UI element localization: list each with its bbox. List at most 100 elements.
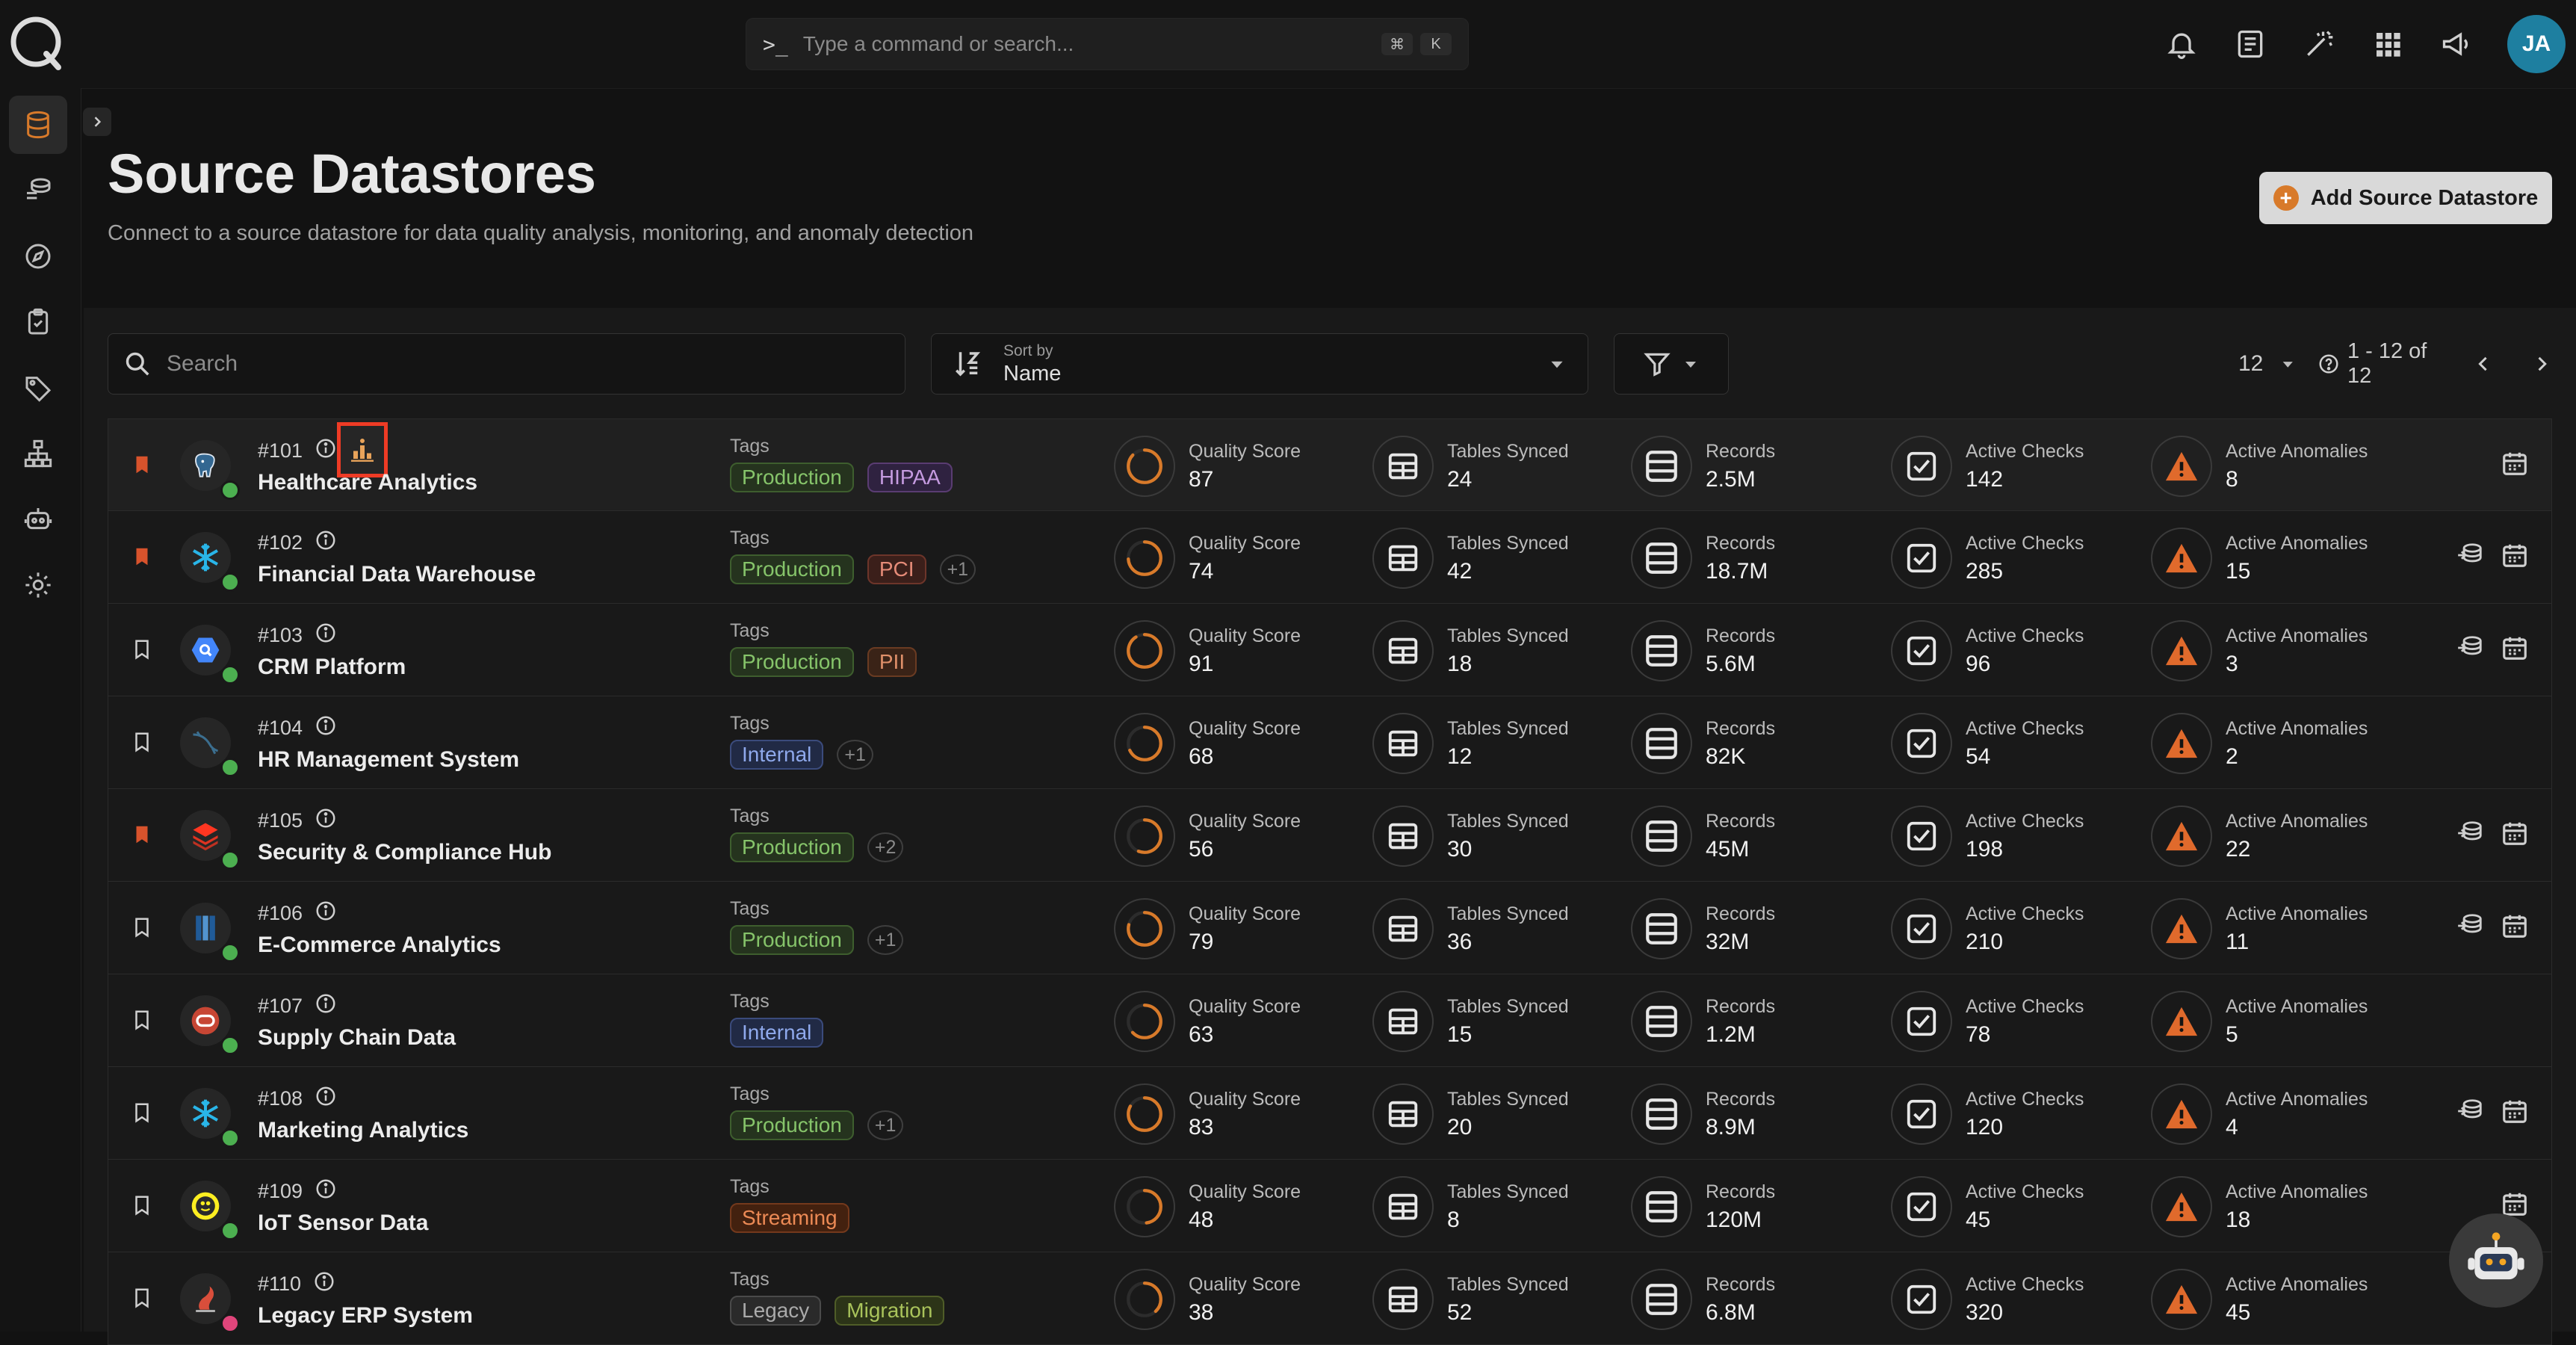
datastore-name[interactable]: Legacy ERP System	[258, 1303, 473, 1328]
schedule-calendar-icon[interactable]	[2501, 912, 2529, 944]
tag-badge[interactable]: +1	[867, 925, 904, 955]
info-icon[interactable]	[315, 1085, 337, 1113]
previous-page-icon[interactable]	[2473, 353, 2494, 375]
sidebar-item-explore[interactable]	[9, 227, 67, 285]
tag-badge[interactable]: Production	[730, 1110, 854, 1140]
datastore-name[interactable]: Healthcare Analytics	[258, 470, 478, 495]
info-icon[interactable]	[315, 1178, 337, 1205]
sidebar-item-agents[interactable]	[9, 490, 67, 548]
datastore-row[interactable]: #107 Supply Chain Data Tags Internal Quality…	[108, 974, 2552, 1067]
next-page-icon[interactable]	[2531, 353, 2552, 375]
datastore-name[interactable]: IoT Sensor Data	[258, 1210, 429, 1235]
schedule-calendar-icon[interactable]	[2501, 541, 2529, 573]
apps-grid-icon[interactable]	[2353, 10, 2422, 78]
tag-badge[interactable]: Production	[730, 647, 854, 677]
filter-button[interactable]	[1614, 333, 1729, 395]
documentation-icon[interactable]	[2216, 10, 2285, 78]
sidebar-item-checks[interactable]	[9, 293, 67, 351]
status-dot	[220, 758, 240, 777]
sidebar-item-flows[interactable]	[9, 424, 67, 483]
datastore-row[interactable]: #103 CRM Platform Tags Production PII Quality…	[108, 604, 2552, 696]
insights-chart-icon[interactable]	[337, 422, 388, 477]
tag-badge[interactable]: Production	[730, 832, 854, 862]
page-size-value[interactable]: 12	[2238, 351, 2264, 376]
search-input[interactable]	[165, 350, 890, 377]
bookmark-icon[interactable]	[131, 1285, 153, 1314]
datastore-row[interactable]: #102 Financial Data Warehouse Tags Producti…	[108, 511, 2552, 604]
info-icon[interactable]	[315, 992, 337, 1020]
datastore-name[interactable]: Supply Chain Data	[258, 1025, 456, 1050]
command-bar[interactable]: >_ Type a command or search... ⌘ K	[746, 18, 1469, 70]
tag-badge[interactable]: Legacy	[730, 1296, 822, 1326]
bookmark-icon[interactable]	[131, 1193, 153, 1222]
tag-badge[interactable]: PCI	[867, 554, 926, 584]
user-avatar[interactable]: JA	[2507, 15, 2566, 73]
sidebar-item-enrichment[interactable]	[9, 161, 67, 220]
datastore-row[interactable]: #110 Legacy ERP System Tags Legacy Migration…	[108, 1252, 2552, 1345]
records-metric: Records 45M	[1631, 806, 1775, 867]
announcements-megaphone-icon[interactable]	[2422, 10, 2491, 78]
datastore-row[interactable]: #109 IoT Sensor Data Tags Streaming Quality …	[108, 1160, 2552, 1252]
tag-badge[interactable]: +1	[939, 554, 976, 584]
bookmark-icon[interactable]	[131, 544, 153, 573]
info-icon[interactable]	[315, 714, 337, 742]
tag-badge[interactable]: Internal	[730, 740, 824, 770]
datastore-row[interactable]: #105 Security & Compliance Hub Tags Product…	[108, 789, 2552, 882]
info-icon[interactable]	[315, 622, 337, 649]
bookmark-icon[interactable]	[131, 915, 153, 944]
bookmark-icon[interactable]	[131, 452, 153, 481]
datastore-name[interactable]: HR Management System	[258, 747, 520, 772]
tag-badge[interactable]: +1	[837, 740, 873, 770]
tag-badge[interactable]: HIPAA	[867, 463, 953, 492]
assistant-robot-icon[interactable]	[2449, 1213, 2543, 1308]
info-icon[interactable]	[315, 437, 337, 465]
tag-badge[interactable]: +2	[867, 832, 904, 862]
bookmark-icon[interactable]	[131, 729, 153, 758]
schedule-calendar-icon[interactable]	[2501, 1190, 2529, 1222]
sync-datastore-icon[interactable]	[2456, 912, 2484, 944]
datastore-row[interactable]: #104 HR Management System Tags Internal +1 Qu…	[108, 696, 2552, 789]
tag-badge[interactable]: PII	[867, 647, 917, 677]
tag-badge[interactable]: Migration	[835, 1296, 945, 1326]
info-icon[interactable]	[315, 807, 337, 835]
magic-wand-icon[interactable]	[2285, 10, 2353, 78]
datastore-name[interactable]: CRM Platform	[258, 655, 406, 679]
bookmark-icon[interactable]	[131, 1007, 153, 1036]
sync-datastore-icon[interactable]	[2456, 541, 2484, 573]
bookmark-icon[interactable]	[131, 1100, 153, 1129]
datastore-name[interactable]: Security & Compliance Hub	[258, 840, 552, 865]
notifications-bell-icon[interactable]	[2147, 10, 2216, 78]
datastore-name[interactable]: Financial Data Warehouse	[258, 562, 536, 587]
datastore-name[interactable]: Marketing Analytics	[258, 1118, 469, 1143]
bookmark-icon[interactable]	[131, 637, 153, 666]
expand-sidebar-button[interactable]	[83, 108, 111, 136]
schedule-calendar-icon[interactable]	[2501, 634, 2529, 666]
page-size-caret-icon[interactable]	[2279, 355, 2297, 373]
schedule-calendar-icon[interactable]	[2501, 449, 2529, 481]
tag-badge[interactable]: Streaming	[730, 1203, 849, 1233]
sync-datastore-icon[interactable]	[2456, 1097, 2484, 1129]
datastore-row[interactable]: #101 Healthcare Analytics Tags Production HI…	[108, 418, 2552, 511]
add-source-datastore-button[interactable]: + Add Source Datastore	[2259, 172, 2552, 224]
sync-datastore-icon[interactable]	[2456, 634, 2484, 666]
sidebar-item-tags[interactable]	[9, 359, 67, 417]
sidebar-item-datastores[interactable]	[9, 96, 67, 154]
sync-datastore-icon[interactable]	[2456, 819, 2484, 851]
tag-badge[interactable]: +1	[867, 1110, 904, 1140]
bookmark-icon[interactable]	[131, 822, 153, 851]
schedule-calendar-icon[interactable]	[2501, 819, 2529, 851]
datastore-name[interactable]: E-Commerce Analytics	[258, 933, 501, 957]
datastore-row[interactable]: #106 E-Commerce Analytics Tags Production +1…	[108, 882, 2552, 974]
qualytics-logo[interactable]	[9, 15, 66, 72]
tag-badge[interactable]: Internal	[730, 1018, 824, 1048]
tag-badge[interactable]: Production	[730, 554, 854, 584]
sort-select[interactable]: Sort by Name	[931, 333, 1588, 395]
tag-badge[interactable]: Production	[730, 463, 854, 492]
info-icon[interactable]	[313, 1270, 335, 1298]
schedule-calendar-icon[interactable]	[2501, 1097, 2529, 1129]
info-icon[interactable]	[315, 529, 337, 557]
info-icon[interactable]	[315, 900, 337, 927]
tag-badge[interactable]: Production	[730, 925, 854, 955]
datastore-row[interactable]: #108 Marketing Analytics Tags Production +1 Q…	[108, 1067, 2552, 1160]
sidebar-item-settings[interactable]	[9, 556, 67, 614]
